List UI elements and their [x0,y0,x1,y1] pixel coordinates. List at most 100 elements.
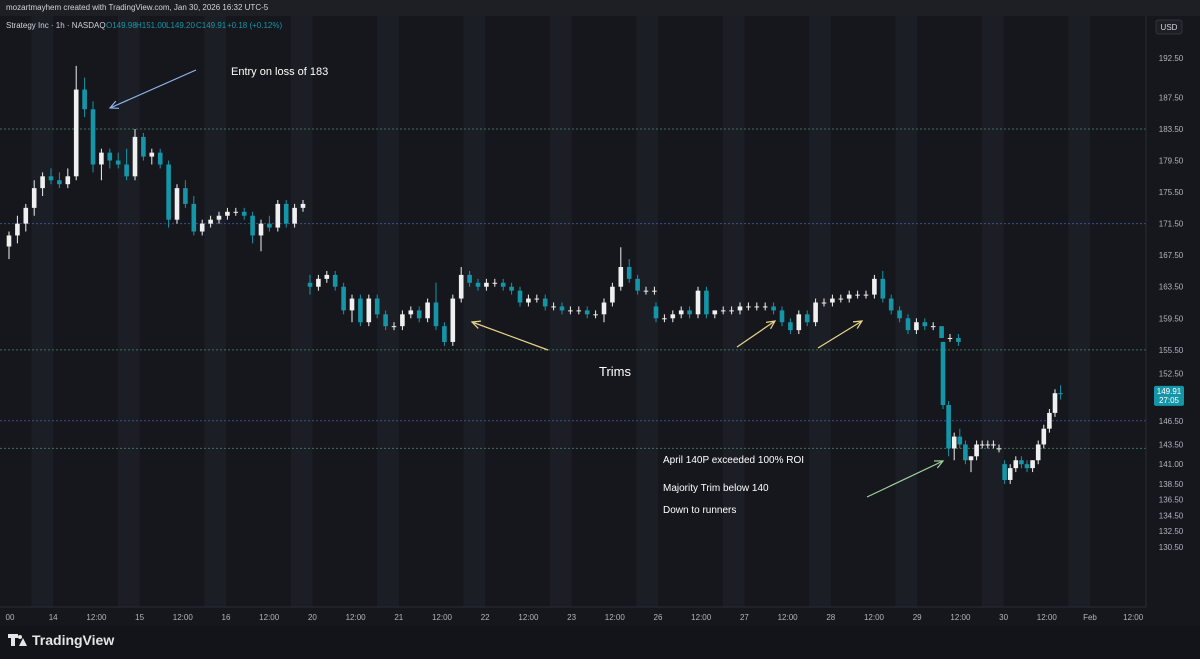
candle[interactable] [383,310,388,331]
candle[interactable] [250,211,255,244]
candle[interactable] [475,278,481,291]
candle[interactable] [863,290,869,299]
candle[interactable] [939,326,944,338]
candle[interactable] [292,203,297,228]
candle[interactable] [233,207,239,216]
currency-button[interactable] [1155,19,1183,35]
candle[interactable] [979,440,985,449]
candle[interactable] [1024,460,1030,473]
candle[interactable] [855,290,860,299]
candle[interactable] [534,294,540,303]
candle[interactable] [307,274,313,295]
candle[interactable] [678,306,684,319]
candle[interactable] [897,306,902,323]
candle[interactable] [963,440,968,465]
candle[interactable] [31,180,37,216]
candle[interactable] [1035,440,1041,465]
candle[interactable] [57,172,62,189]
candle[interactable] [199,219,205,236]
candle[interactable] [1030,460,1035,473]
candle[interactable] [991,440,996,449]
candle[interactable] [670,310,676,323]
candle[interactable] [82,77,87,118]
candle[interactable] [6,231,12,260]
price-scale[interactable] [1146,16,1200,626]
candle[interactable] [124,148,129,181]
candle[interactable] [914,318,919,335]
candle[interactable] [626,259,632,283]
candle[interactable] [1052,389,1058,417]
candle[interactable] [880,270,886,303]
candle[interactable] [450,294,456,346]
candle[interactable] [635,274,640,295]
chart-frame[interactable]: Entry on loss of 183 Trims April 140P exce… [0,16,1200,626]
candle[interactable] [946,401,951,457]
candle[interactable] [729,306,734,315]
candle[interactable] [974,440,979,461]
candle[interactable] [610,282,615,307]
candle[interactable] [559,302,565,315]
candle[interactable] [425,298,430,323]
candle[interactable] [662,314,667,323]
candle[interactable] [300,199,306,212]
candle[interactable] [1007,464,1013,484]
candle[interactable] [1041,424,1047,449]
candle[interactable] [374,294,380,319]
candle[interactable] [821,298,827,307]
candle[interactable] [905,314,911,335]
candle[interactable] [762,302,768,311]
candle[interactable] [191,196,197,236]
candle[interactable] [712,310,718,319]
candle[interactable] [888,294,894,315]
candle[interactable] [132,128,138,181]
candle[interactable] [517,286,523,307]
candle[interactable] [951,432,957,461]
candle[interactable] [846,290,852,303]
candle[interactable] [99,148,104,181]
candle[interactable] [551,302,556,311]
candle[interactable] [643,286,649,295]
candle[interactable] [687,306,692,319]
candle[interactable] [788,318,793,335]
candle[interactable] [174,184,180,224]
candle[interactable] [593,310,598,319]
candle[interactable] [332,270,338,291]
candle[interactable] [1019,456,1024,469]
candle[interactable] [652,286,657,295]
candle[interactable] [65,168,71,189]
candle[interactable] [48,168,54,185]
candle[interactable] [1013,456,1019,473]
candle[interactable] [23,203,29,232]
candle[interactable] [324,270,330,283]
candle[interactable] [208,215,213,228]
candle[interactable] [804,310,810,327]
candle[interactable] [283,199,289,228]
candle[interactable] [601,298,607,323]
candle[interactable] [391,322,397,331]
candle[interactable] [996,444,1002,453]
candle[interactable] [968,456,974,473]
candle[interactable] [737,302,743,315]
candle[interactable] [746,302,751,311]
candle[interactable] [15,215,20,244]
candle[interactable] [40,172,45,197]
candle[interactable] [349,294,355,323]
candle[interactable] [568,306,573,315]
candle[interactable] [467,270,472,287]
candle[interactable] [584,306,590,319]
candle[interactable] [408,306,414,319]
candle[interactable] [316,274,321,291]
candle[interactable] [930,322,936,331]
candle[interactable] [922,318,928,331]
candle[interactable] [366,294,372,327]
candle[interactable] [771,302,776,315]
candle[interactable] [618,247,624,291]
candle[interactable] [216,211,222,224]
candle[interactable] [341,282,346,315]
candle[interactable] [484,278,489,291]
candle[interactable] [241,207,247,220]
candle[interactable] [358,294,363,327]
candle[interactable] [576,306,582,315]
candle[interactable] [183,180,188,208]
candle[interactable] [754,302,760,311]
